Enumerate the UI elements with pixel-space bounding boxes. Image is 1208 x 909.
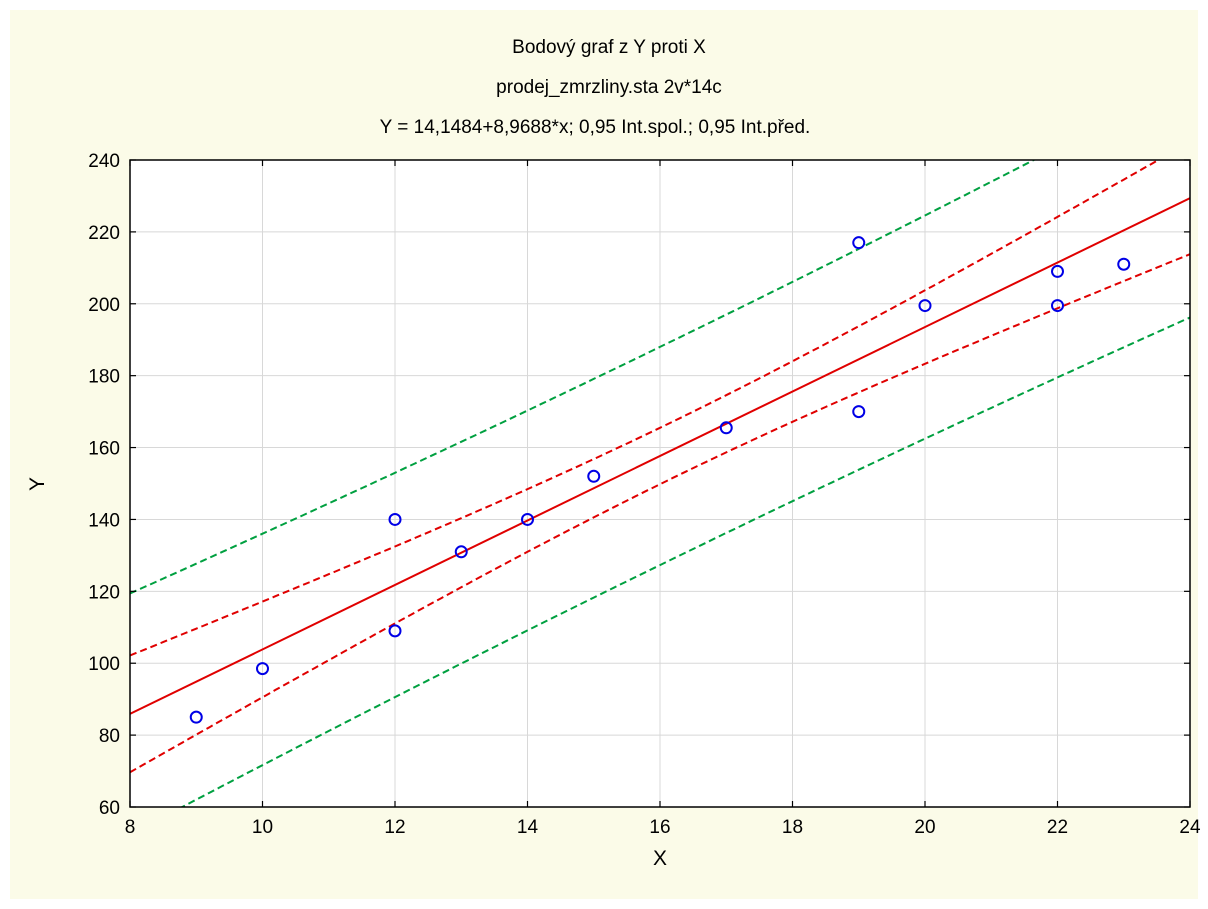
prediction-band-upper xyxy=(130,160,1036,595)
x-axis: 8 10 12 14 16 18 20 22 24 xyxy=(125,160,1201,838)
chart-equation: Y = 14,1484+8,9688*x; 0,95 Int.spol.; 0,… xyxy=(380,117,811,138)
y-tick-label: 160 xyxy=(88,439,120,460)
interval-bands xyxy=(130,160,1190,807)
data-point xyxy=(521,512,534,526)
data-point xyxy=(189,710,203,724)
x-tick-label: 18 xyxy=(782,817,803,838)
data-point xyxy=(388,624,402,638)
prediction-band-lower xyxy=(180,316,1190,807)
y-tick-label: 120 xyxy=(88,582,120,603)
x-tick-label: 24 xyxy=(1179,817,1201,838)
y-tick-label: 220 xyxy=(88,223,120,244)
x-tick-label: 12 xyxy=(384,817,405,838)
data-point xyxy=(1051,299,1064,313)
y-axis-label: Y xyxy=(26,477,49,491)
y-tick-label: 200 xyxy=(88,295,120,316)
data-point xyxy=(1117,257,1131,271)
data-point xyxy=(1051,264,1064,278)
y-tick-label: 180 xyxy=(88,367,120,388)
data-point xyxy=(388,512,402,526)
x-tick-label: 22 xyxy=(1047,817,1068,838)
confidence-band-upper xyxy=(130,160,1161,657)
data-point xyxy=(918,299,932,313)
chart-subtitle: prodej_zmrzliny.sta 2v*14c xyxy=(496,77,722,98)
x-tick-label: 16 xyxy=(649,817,670,838)
data-point xyxy=(454,545,468,559)
y-tick-label: 100 xyxy=(88,654,120,675)
data-points xyxy=(189,236,1131,724)
confidence-band-lower xyxy=(130,253,1190,774)
regression-group xyxy=(130,197,1190,715)
regression-line xyxy=(130,197,1190,715)
x-tick-label: 8 xyxy=(125,817,136,838)
x-axis-label: X xyxy=(653,847,667,870)
data-point xyxy=(587,469,601,483)
y-tick-label: 60 xyxy=(99,798,120,819)
x-tick-label: 14 xyxy=(517,817,539,838)
x-tick-label: 10 xyxy=(252,817,273,838)
data-point xyxy=(719,421,733,435)
data-point xyxy=(852,405,866,419)
x-tick-label: 20 xyxy=(914,817,935,838)
y-tick-label: 240 xyxy=(88,151,120,172)
data-point xyxy=(256,662,269,676)
chart-title: Bodový graf z Y proti X xyxy=(512,37,706,58)
data-point xyxy=(852,236,866,250)
y-tick-label: 80 xyxy=(99,726,120,747)
y-tick-label: 140 xyxy=(88,510,120,531)
y-axis: 60 80 100 120 140 160 180 200 220 240 xyxy=(88,151,1190,819)
